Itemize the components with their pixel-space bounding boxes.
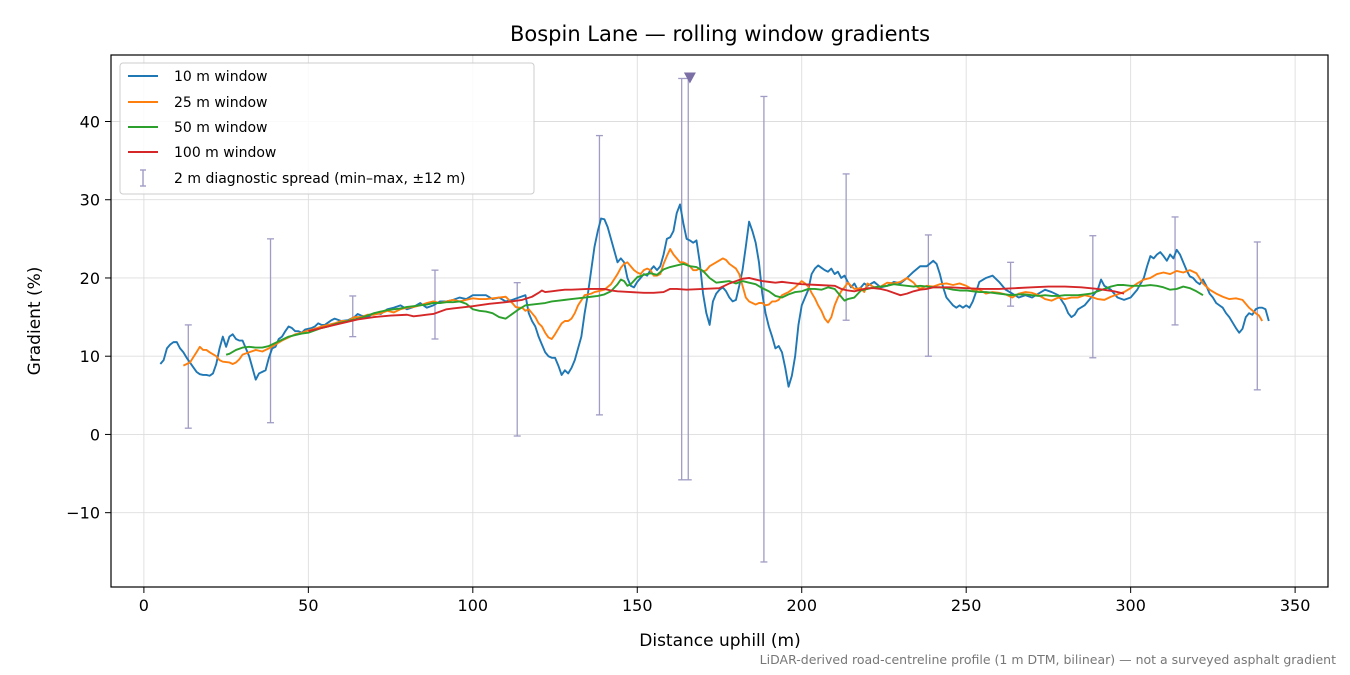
y-tick-label: 0 [90, 425, 100, 444]
series-lines [159, 203, 1270, 388]
x-tick-label: 350 [1280, 596, 1311, 615]
legend-label-100m: 100 m window [174, 145, 276, 161]
x-tick-label: 50 [298, 596, 318, 615]
series-line-1 [182, 248, 1264, 367]
error-bar [842, 173, 850, 321]
x-tick-label: 0 [139, 596, 149, 615]
x-tick-label: 150 [622, 596, 653, 615]
error-bar [678, 77, 686, 481]
overflow-marker [683, 72, 696, 84]
error-bar [760, 95, 768, 563]
plot-frame [110, 54, 1329, 588]
y-tick-label: 40 [80, 113, 100, 132]
legend-swatch-errorbar [140, 169, 146, 187]
y-tick-label: 20 [80, 269, 100, 288]
series-line-0 [159, 203, 1270, 388]
error-bar [1253, 241, 1261, 391]
chart-title: Bospin Lane — rolling window gradients [510, 22, 930, 46]
x-tick-label: 250 [951, 596, 982, 615]
legend-label-errorbar: 2 m diagnostic spread (min–max, ±12 m) [174, 171, 465, 187]
x-tick-label: 200 [786, 596, 817, 615]
error-bar [349, 295, 357, 338]
axis-ticks: 0 50 100 150 200 250 300 350 −10 0 10 20 30 40 [66, 113, 1310, 616]
x-axis-title: Distance uphill (m) [639, 631, 800, 651]
y-tick-label: 10 [80, 347, 100, 366]
x-tick-label: 100 [458, 596, 489, 615]
legend-label-10m: 10 m window [174, 69, 267, 85]
error-bar [1007, 261, 1015, 307]
error-bar [924, 234, 932, 357]
y-tick-label: 30 [80, 191, 100, 210]
error-bar [184, 324, 192, 429]
y-axis-title: Gradient (%) [25, 267, 45, 376]
error-bar [267, 238, 275, 424]
x-tick-label: 300 [1115, 596, 1146, 615]
error-bar [595, 134, 603, 416]
footnote: LiDAR-derived road-centreline profile (1… [760, 652, 1336, 667]
y-tick-label: −10 [66, 504, 100, 523]
legend-label-25m: 25 m window [174, 95, 267, 111]
legend: 10 m window 25 m window 50 m window 100 … [119, 62, 535, 195]
error-bar [684, 77, 692, 481]
legend-box [119, 62, 535, 195]
legend-label-50m: 50 m window [174, 120, 267, 136]
series-line-2 [225, 262, 1204, 356]
series-line-3 [308, 277, 1125, 333]
